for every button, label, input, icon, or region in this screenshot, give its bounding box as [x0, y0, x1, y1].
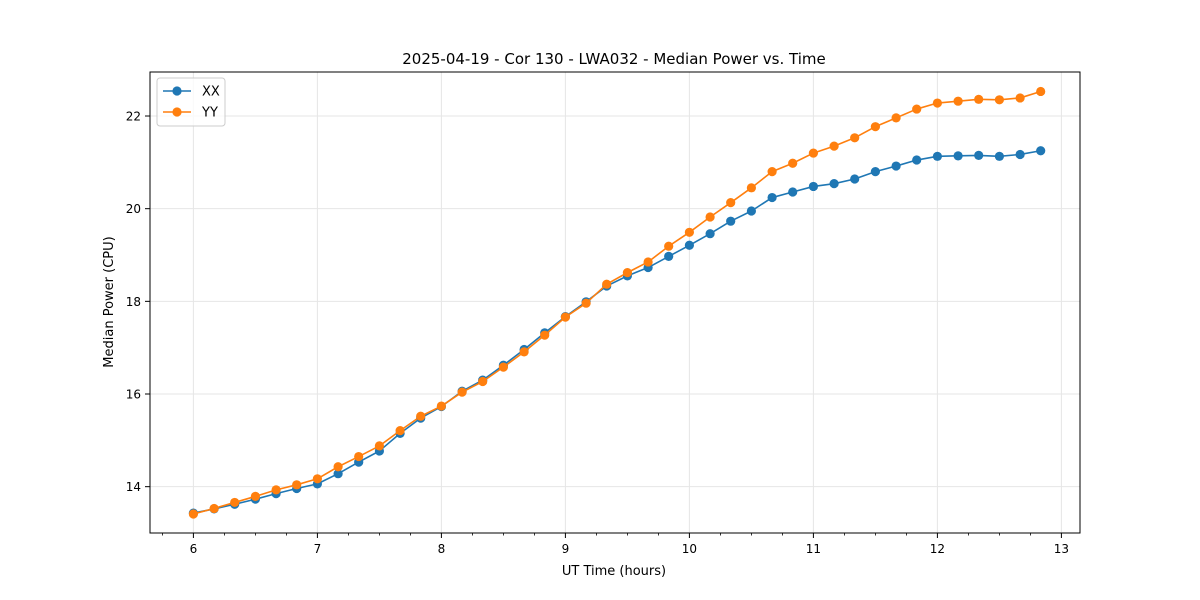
data-point-xx [850, 174, 860, 184]
data-point-yy [622, 268, 633, 278]
x-tick-label: 8 [438, 542, 446, 556]
data-point-yy [746, 183, 757, 193]
x-tick-label: 7 [314, 542, 322, 556]
data-point-yy [312, 474, 322, 484]
x-tick-label: 9 [562, 542, 570, 556]
data-point-yy [374, 441, 384, 451]
data-point-yy [870, 122, 881, 132]
y-axis-label: Median Power (CPU) [102, 236, 117, 367]
data-point-yy [395, 426, 405, 436]
data-point-yy [560, 312, 571, 322]
data-point-yy [292, 480, 302, 490]
data-point-xx [829, 179, 839, 189]
data-point-yy [684, 227, 695, 237]
data-point-yy [230, 497, 240, 508]
data-point-yy [767, 167, 777, 177]
data-point-xx [726, 216, 736, 226]
y-tick-label: 22 [126, 110, 141, 124]
y-tick-label: 16 [126, 388, 141, 402]
x-tick-label: 10 [682, 542, 697, 556]
chart-title: 2025-04-19 - Cor 130 - LWA032 - Median P… [402, 50, 826, 68]
data-point-yy [1015, 93, 1025, 103]
data-point-yy [891, 113, 901, 123]
legend-marker-xx [172, 86, 182, 96]
x-axis-label: UT Time (hours) [562, 564, 666, 579]
data-point-yy [519, 347, 529, 357]
data-point-yy [457, 387, 467, 397]
x-tick-label: 6 [190, 542, 198, 556]
data-point-yy [209, 503, 219, 514]
data-point-xx [746, 206, 757, 216]
data-point-xx [684, 240, 695, 250]
data-point-yy [354, 451, 364, 462]
data-point-yy [498, 362, 508, 372]
data-point-yy [250, 491, 260, 501]
data-point-xx [974, 150, 984, 160]
data-point-yy [850, 133, 860, 143]
data-point-xx [767, 192, 777, 203]
data-point-yy [1036, 86, 1046, 97]
data-point-xx [891, 161, 901, 171]
data-point-yy [953, 96, 963, 106]
series-layer [188, 86, 1046, 519]
data-point-xx [705, 229, 715, 239]
data-point-xx [994, 151, 1005, 161]
data-point-yy [188, 509, 198, 519]
axis-ticks: 6 7 8 9 10 11 12 13 14 16 18 20 22 [126, 110, 1069, 556]
y-tick-label: 14 [126, 480, 141, 494]
data-point-yy [932, 98, 943, 108]
data-point-yy [912, 104, 922, 114]
data-point-yy [478, 376, 488, 387]
legend-label-xx: XX [202, 85, 220, 100]
data-point-xx [788, 187, 798, 197]
data-point-yy [416, 411, 426, 421]
data-point-yy [643, 257, 653, 267]
y-tick-label: 18 [126, 295, 141, 309]
x-tick-label: 13 [1054, 542, 1069, 556]
data-point-xx [333, 469, 343, 479]
data-point-xx [870, 167, 881, 177]
data-point-yy [664, 241, 674, 251]
data-point-yy [808, 148, 819, 158]
data-point-xx [912, 155, 922, 165]
data-point-yy [333, 462, 343, 472]
data-point-yy [271, 485, 281, 495]
data-point-yy [540, 330, 550, 340]
data-point-xx [808, 181, 819, 192]
x-tick-label: 12 [930, 542, 945, 556]
x-tick-label: 11 [806, 542, 821, 556]
data-point-yy [436, 401, 446, 411]
data-point-yy [788, 158, 798, 168]
data-point-yy [974, 94, 984, 104]
data-point-yy [705, 212, 715, 222]
data-point-yy [602, 279, 612, 289]
legend-marker-yy [172, 107, 182, 117]
data-point-yy [994, 95, 1005, 105]
data-point-yy [581, 298, 591, 308]
data-point-xx [664, 251, 674, 261]
data-point-yy [829, 141, 839, 151]
data-point-xx [932, 151, 943, 161]
data-point-yy [726, 198, 736, 208]
legend-label-yy: YY [201, 106, 218, 121]
data-point-xx [1015, 149, 1025, 160]
data-point-xx [1036, 146, 1046, 156]
legend: XX YY [156, 77, 226, 127]
plot-frame [149, 71, 1081, 534]
data-point-xx [953, 151, 963, 161]
y-tick-label: 20 [126, 202, 141, 216]
